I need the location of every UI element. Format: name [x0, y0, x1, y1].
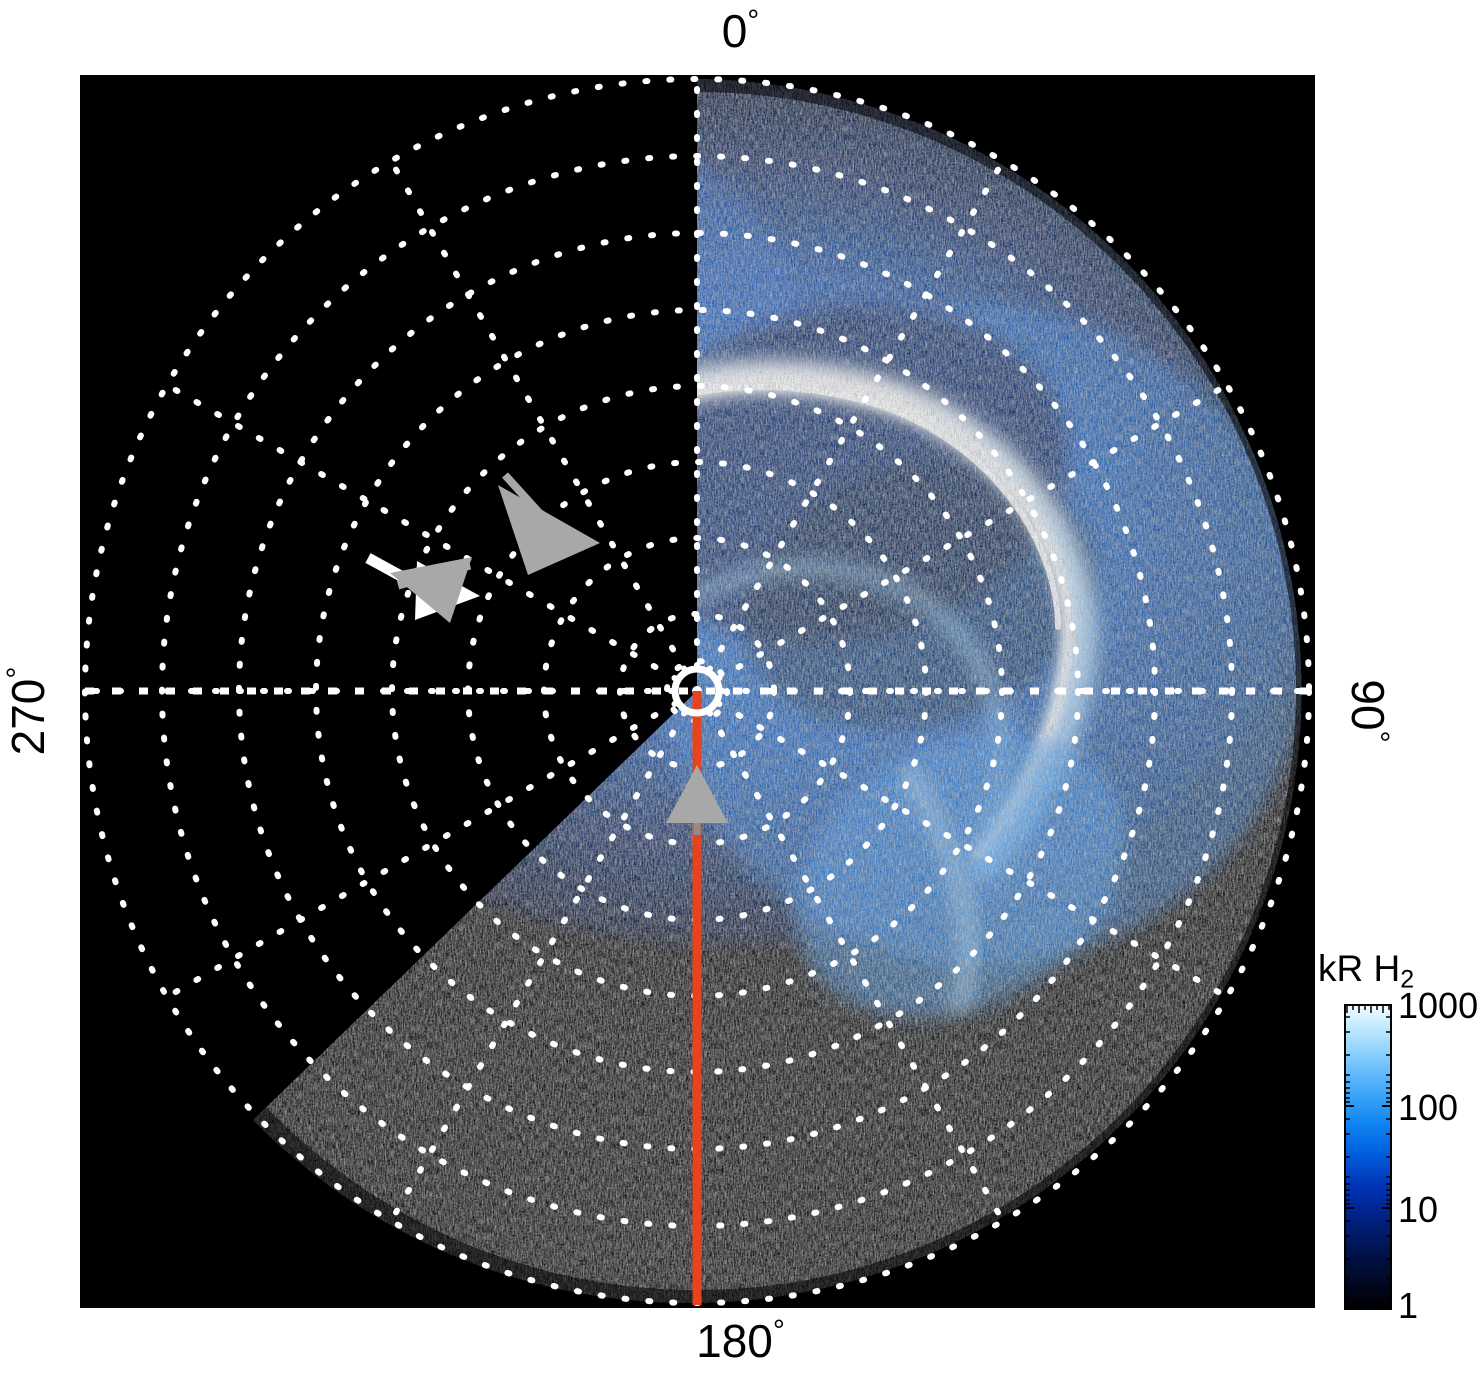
pole-circle-marker	[671, 665, 723, 717]
axis-label-right: 90°	[1342, 631, 1395, 791]
colorbar-tick-label: 100	[1398, 1087, 1459, 1128]
axis-label-left: 270°	[1, 631, 54, 791]
gray-arrow-annotation-upper	[498, 472, 600, 575]
degree-symbol-top: °	[747, 4, 760, 38]
axis-label-bottom: 180°	[0, 1314, 1481, 1367]
colorbar-title-subscript: 2	[1400, 965, 1415, 994]
axis-label-top: 0°	[0, 4, 1481, 57]
colorbar-tick-label: 1000	[1398, 985, 1479, 1026]
colorbar-tick-label: 10	[1398, 1189, 1439, 1230]
colorbar-title-text: kR H	[1318, 948, 1401, 989]
colorbar-tick-labels: 1000 100 10 1	[1398, 988, 1481, 1324]
degree-symbol-bottom: °	[772, 1314, 785, 1348]
degree-symbol-left: °	[1, 666, 35, 679]
gray-arrow-annotation-meridian	[666, 765, 728, 835]
axis-label-right-value: 90	[1342, 679, 1394, 731]
gray-arrow-annotation-lower	[390, 557, 472, 623]
axis-label-top-value: 0	[721, 5, 748, 57]
colorbar-group: kR H2	[1318, 948, 1478, 1328]
degree-symbol-right: °	[1361, 730, 1395, 743]
polar-plot-svg	[80, 75, 1315, 1308]
colorbar-tick-label: 1	[1398, 1285, 1419, 1326]
polar-plot-panel	[80, 75, 1315, 1308]
axis-label-bottom-value: 180	[696, 1315, 773, 1367]
axis-label-left-value: 270	[2, 678, 54, 756]
colorbar-title: kR H2	[1318, 948, 1414, 994]
colorbar-ticks	[1344, 1004, 1392, 1310]
